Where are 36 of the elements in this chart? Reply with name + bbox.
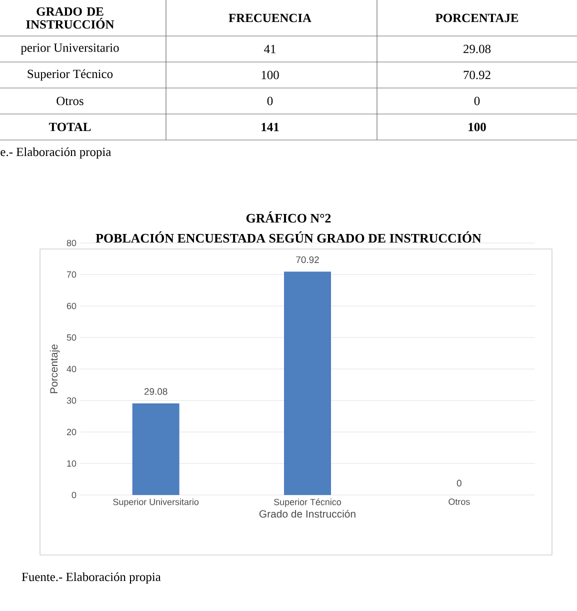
x-tick-label: Superior Universitario (113, 498, 199, 507)
text: 100 (262, 70, 279, 80)
y-tick-label: 20 (66, 428, 76, 436)
text: 0 (474, 96, 480, 106)
chart-title: GRÁFICO N°2 (246, 211, 331, 223)
text: perior Universitario (20, 44, 119, 54)
data-label: 0 (456, 480, 462, 486)
y-axis-title: Porcentaje (50, 344, 60, 394)
y-tick-label: 10 (67, 460, 76, 467)
text: Otros (56, 96, 84, 106)
text: GRADO DE INSTRUCCIÓN (26, 7, 114, 29)
data-label: 29.08 (144, 388, 168, 395)
text: 100 (468, 122, 486, 132)
text: Superior Técnico (28, 69, 113, 81)
text: 0 (267, 96, 273, 106)
text: TOTAL (48, 122, 91, 132)
text: 41 (264, 44, 276, 54)
chart-subtitle: POBLACIÓN ENCUESTADA SEGÚN GRADO DE INSTRUCCIÓN (96, 231, 482, 243)
text: 141 (262, 122, 279, 132)
text: 29.08 (464, 44, 491, 54)
x-tick-label: Superior Técnico (274, 498, 341, 507)
text: PORCENTAJE (435, 14, 518, 22)
data-label: 70.92 (296, 256, 319, 264)
text: FRECUENCIA (228, 14, 312, 22)
source-note: Fuente.- Elaboración propia (22, 572, 161, 584)
x-tick-label: Otros (448, 498, 470, 505)
y-tick-label: 40 (66, 366, 76, 372)
text: e.- Elaboración propia (0, 147, 112, 159)
text: 70.92 (464, 70, 490, 80)
y-tick-label: 50 (66, 334, 76, 341)
y-tick-label: 0 (72, 492, 76, 498)
y-tick-label: 80 (66, 240, 76, 246)
y-tick-label: 30 (66, 397, 76, 404)
x-axis-title: Grado de Instrucción (259, 510, 356, 518)
y-tick-label: 70 (66, 271, 76, 278)
y-tick-label: 60 (66, 302, 76, 310)
